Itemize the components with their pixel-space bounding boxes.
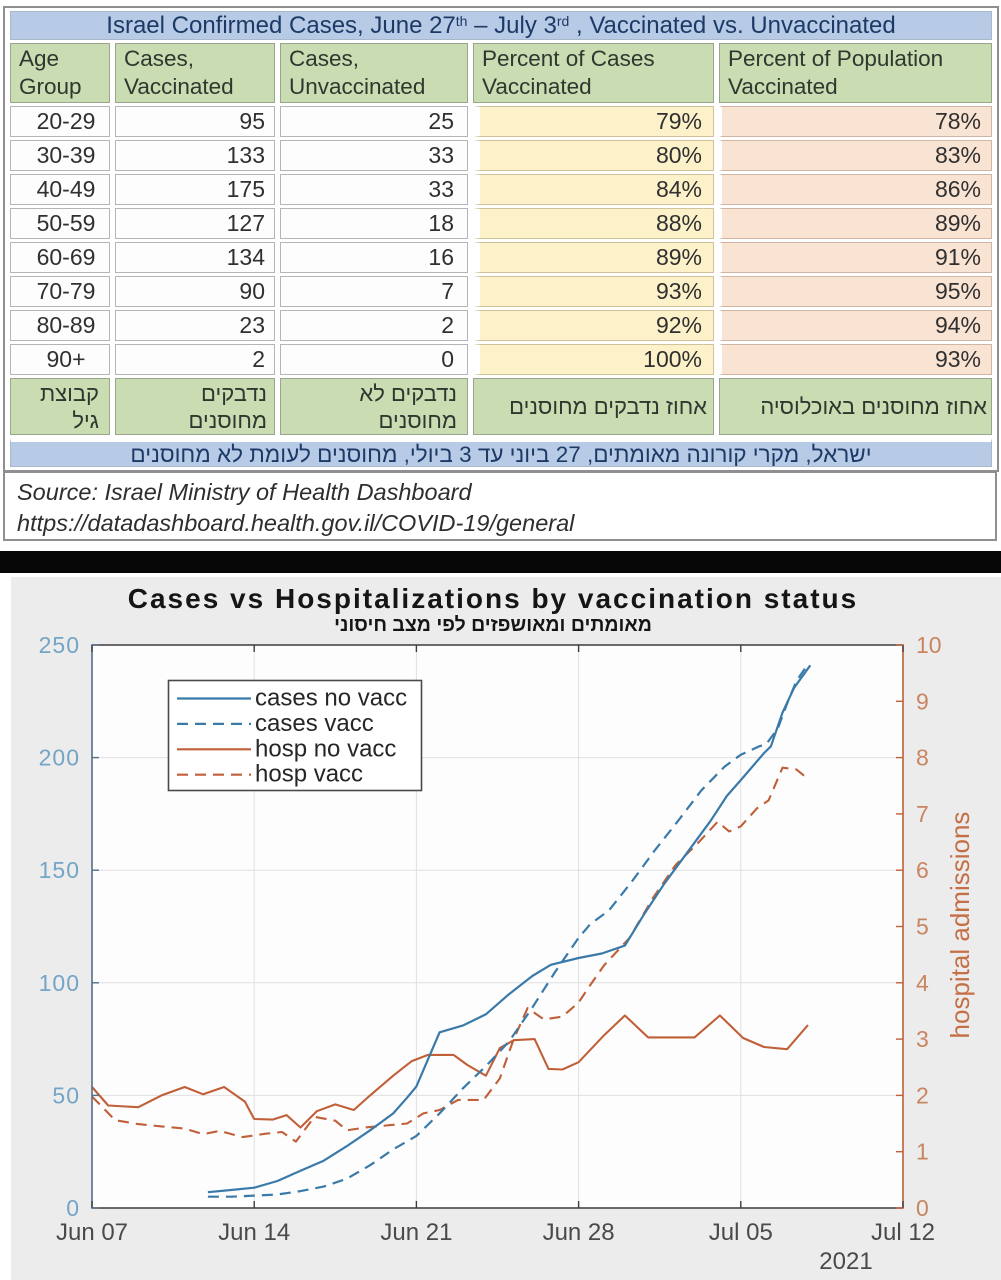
svg-text:1: 1 [916,1139,929,1165]
svg-text:0: 0 [916,1195,929,1221]
svg-text:מאומתים ומאושפזים לפי מצב חיסו: מאומתים ומאושפזים לפי מצב חיסוני [334,614,652,636]
svg-text:3: 3 [916,1026,929,1052]
svg-text:6: 6 [916,857,929,883]
svg-text:4: 4 [916,970,929,996]
svg-text:hospital admissions: hospital admissions [945,812,975,1039]
svg-text:Jul 05: Jul 05 [709,1219,773,1246]
svg-text:7: 7 [916,801,929,827]
svg-text:9: 9 [916,688,929,714]
svg-text:0: 0 [66,1195,80,1221]
svg-text:50: 50 [52,1082,80,1108]
svg-text:Cases vs Hospitalizations by v: Cases vs Hospitalizations by vaccination… [128,583,858,614]
svg-text:150: 150 [39,857,80,883]
svg-text:cases no vacc: cases no vacc [255,685,407,712]
svg-text:8: 8 [916,745,929,771]
svg-text:hosp no vacc: hosp no vacc [255,735,396,762]
svg-text:Jun 21: Jun 21 [380,1219,452,1246]
svg-text:Jun 14: Jun 14 [218,1219,290,1246]
svg-text:Jul 12: Jul 12 [871,1219,935,1246]
svg-text:Jun 28: Jun 28 [543,1219,615,1246]
svg-text:250: 250 [39,632,80,658]
svg-text:5: 5 [916,914,929,940]
svg-text:2021: 2021 [819,1248,872,1275]
svg-text:hosp vacc: hosp vacc [255,761,363,788]
svg-text:2: 2 [916,1082,929,1108]
svg-text:cases vacc: cases vacc [255,710,374,737]
svg-text:200: 200 [39,745,80,771]
svg-text:100: 100 [39,970,80,996]
svg-text:Jun 07: Jun 07 [56,1219,128,1246]
svg-text:10: 10 [916,632,942,658]
